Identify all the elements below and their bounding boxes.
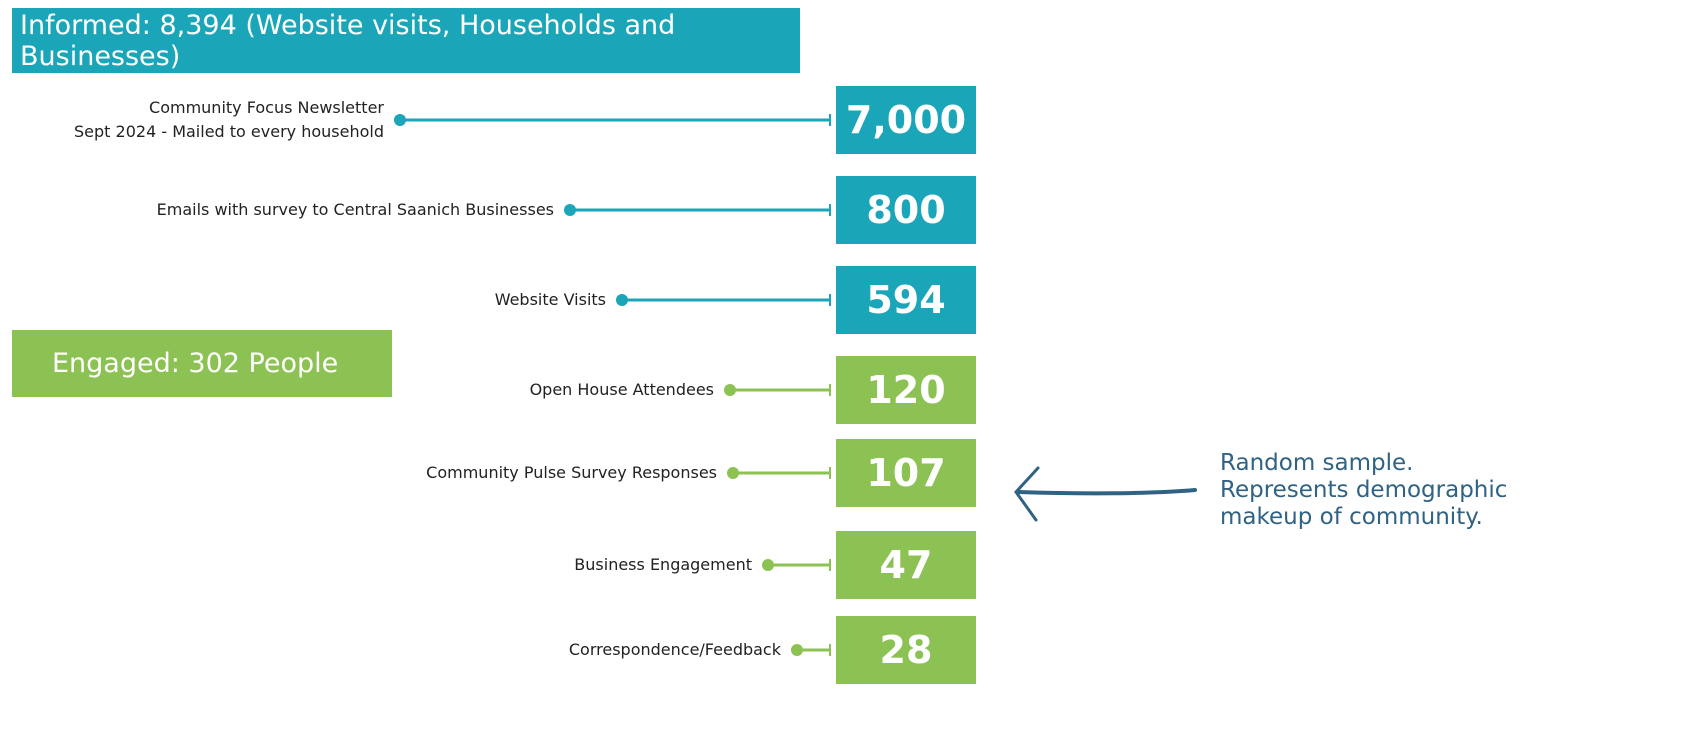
connector-line (622, 298, 830, 302)
value-box: 120 (836, 356, 976, 424)
label-line: Correspondence/Feedback (568, 640, 781, 659)
value-box: 800 (836, 176, 976, 244)
value-box: 107 (836, 439, 976, 507)
value-box: 47 (836, 531, 976, 599)
connector-cap (829, 644, 831, 656)
connector-cap (829, 204, 831, 216)
label-line: Website Visits (494, 290, 606, 309)
item-label: Community Pulse Survey Responses (426, 461, 717, 485)
connector-cap (829, 384, 831, 396)
label-line: Business Engagement (574, 555, 752, 574)
connector-line (797, 648, 830, 652)
note-line: makeup of community. (1220, 504, 1483, 530)
informed-header: Informed: 8,394 (Website visits, Househo… (12, 8, 800, 73)
connector-cap (829, 559, 831, 571)
item-label: Business Engagement (574, 553, 752, 577)
annotation: Random sample. Represents demographic ma… (1220, 450, 1507, 531)
item-label: Community Focus Newsletter Sept 2024 - Ma… (74, 96, 384, 144)
item-label: Open House Attendees (530, 378, 714, 402)
engaged-header: Engaged: 302 People (12, 330, 392, 397)
label-line: Open House Attendees (529, 380, 714, 399)
connector-line (400, 118, 830, 122)
connector-line (570, 208, 830, 212)
item-label: Emails with survey to Central Saanich Bu… (157, 198, 554, 222)
connector-cap (829, 114, 831, 126)
value-box: 28 (836, 616, 976, 684)
label-line: Sept 2024 - Mailed to every household (74, 122, 384, 141)
connector-line (733, 471, 830, 475)
connector-line (730, 388, 830, 392)
value-box: 594 (836, 266, 976, 334)
label-line: Emails with survey to Central Saanich Bu… (156, 200, 554, 219)
note-line: Random sample. (1220, 450, 1414, 476)
label-line: Community Focus Newsletter (149, 98, 384, 117)
connector-cap (829, 467, 831, 479)
item-label: Website Visits (495, 288, 606, 312)
item-label: Correspondence/Feedback (569, 638, 781, 662)
note-line: Represents demographic (1220, 477, 1508, 503)
arrow (1014, 466, 1197, 522)
label-line: Community Pulse Survey Responses (426, 463, 717, 482)
connector-cap (829, 294, 831, 306)
connector-line (768, 563, 830, 567)
value-box: 7,000 (836, 86, 976, 154)
